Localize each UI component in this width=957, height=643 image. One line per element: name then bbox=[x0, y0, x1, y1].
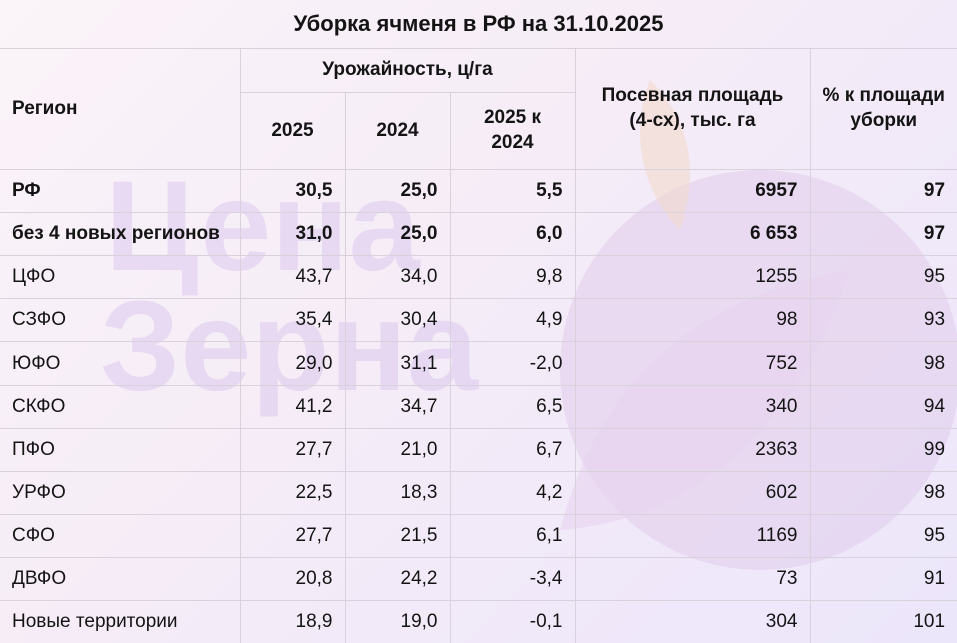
sown-area: 2363 bbox=[574, 427, 811, 472]
region-name: ДВФО bbox=[0, 556, 241, 601]
region-name: СКФО bbox=[0, 384, 241, 429]
region-name: РФ bbox=[0, 169, 241, 214]
table-row-excl-new-regions: без 4 новых регионов 31,0 25,0 6,0 6 653… bbox=[0, 212, 957, 257]
harvest-pct: 99 bbox=[809, 427, 957, 472]
header-year-2024: 2024 bbox=[344, 92, 451, 171]
sown-area: 73 bbox=[574, 556, 811, 601]
header-diff: 2025 к 2024 bbox=[449, 92, 575, 171]
table-row: Новые территории 18,9 19,0 -0,1 304 101 bbox=[0, 599, 957, 643]
sown-area: 98 bbox=[574, 298, 811, 343]
region-name: без 4 новых регионов bbox=[0, 212, 241, 257]
table-row: ЦФО 43,7 34,0 9,8 1255 95 bbox=[0, 255, 957, 300]
yield-diff: 5,5 bbox=[449, 169, 576, 214]
yield-2025: 27,7 bbox=[239, 427, 346, 472]
yield-2024: 21,5 bbox=[344, 513, 451, 558]
title-row: Уборка ячменя в РФ на 31.10.2025 bbox=[0, 0, 957, 50]
harvest-pct: 91 bbox=[809, 556, 957, 601]
yield-2025: 30,5 bbox=[239, 169, 346, 214]
region-name: СЗФО bbox=[0, 298, 241, 343]
table-row: ЮФО 29,0 31,1 -2,0 752 98 bbox=[0, 341, 957, 386]
yield-2024: 25,0 bbox=[344, 212, 451, 257]
page-title: Уборка ячменя в РФ на 31.10.2025 bbox=[0, 0, 957, 50]
yield-diff: 6,5 bbox=[449, 384, 576, 429]
yield-2024: 25,0 bbox=[344, 169, 451, 214]
header-pct-line1: % к площади bbox=[822, 85, 945, 107]
yield-2025: 31,0 bbox=[239, 212, 346, 257]
yield-2024: 18,3 bbox=[344, 470, 451, 515]
harvest-pct: 101 bbox=[809, 599, 957, 643]
yield-diff: -0,1 bbox=[449, 599, 576, 643]
header-sown-area-line1: Посевная площадь bbox=[601, 85, 784, 107]
sown-area: 602 bbox=[574, 470, 811, 515]
harvest-pct: 95 bbox=[809, 513, 957, 558]
sown-area: 1255 bbox=[574, 255, 811, 300]
harvest-pct: 97 bbox=[809, 212, 957, 257]
sown-area: 1169 bbox=[574, 513, 811, 558]
yield-diff: 4,9 bbox=[449, 298, 576, 343]
yield-diff: -3,4 bbox=[449, 556, 576, 601]
table-row: СЗФО 35,4 30,4 4,9 98 93 bbox=[0, 298, 957, 343]
table-row: ПФО 27,7 21,0 6,7 2363 99 bbox=[0, 427, 957, 472]
yield-2024: 31,1 bbox=[344, 341, 451, 386]
yield-diff: 6,7 bbox=[449, 427, 576, 472]
table-row: УРФО 22,5 18,3 4,2 602 98 bbox=[0, 470, 957, 515]
yield-2025: 20,8 bbox=[239, 556, 346, 601]
table-row: СКФО 41,2 34,7 6,5 340 94 bbox=[0, 384, 957, 429]
yield-diff: 6,1 bbox=[449, 513, 576, 558]
yield-2025: 29,0 bbox=[239, 341, 346, 386]
header-region: Регион bbox=[0, 48, 241, 171]
header-row-1: Регион Урожайность, ц/га Посевная площад… bbox=[0, 48, 957, 171]
yield-diff: 6,0 bbox=[449, 212, 576, 257]
header-sown-area-line2: (4-сх), тыс. га bbox=[629, 110, 756, 132]
header-diff-line2: 2024 bbox=[491, 132, 534, 154]
harvest-pct: 98 bbox=[809, 470, 957, 515]
sown-area: 6 653 bbox=[574, 212, 811, 257]
yield-2025: 43,7 bbox=[239, 255, 346, 300]
yield-diff: 9,8 bbox=[449, 255, 576, 300]
header-sown-area: Посевная площадь (4-сх), тыс. га bbox=[574, 48, 811, 171]
header-row-2: 2025 2024 2025 к 2024 bbox=[0, 92, 957, 171]
yield-2025: 22,5 bbox=[239, 470, 346, 515]
table-row-rf: РФ 30,5 25,0 5,5 6957 97 bbox=[0, 169, 957, 214]
header-pct-line2: уборки bbox=[850, 110, 918, 132]
yield-2025: 41,2 bbox=[239, 384, 346, 429]
region-name: УРФО bbox=[0, 470, 241, 515]
harvest-pct: 93 bbox=[809, 298, 957, 343]
yield-2024: 34,0 bbox=[344, 255, 451, 300]
harvest-pct: 98 bbox=[809, 341, 957, 386]
header-yield-group: Урожайность, ц/га bbox=[239, 48, 576, 94]
yield-2024: 19,0 bbox=[344, 599, 451, 643]
yield-diff: -2,0 bbox=[449, 341, 576, 386]
region-name: ЮФО bbox=[0, 341, 241, 386]
header-diff-line1: 2025 к bbox=[483, 107, 542, 129]
header-year-2025: 2025 bbox=[240, 92, 346, 171]
region-name: ПФО bbox=[0, 427, 241, 472]
harvest-pct: 94 bbox=[809, 384, 957, 429]
region-name: Новые территории bbox=[0, 599, 241, 643]
region-name: ЦФО bbox=[0, 255, 241, 300]
yield-2025: 35,4 bbox=[239, 298, 346, 343]
yield-2024: 24,2 bbox=[344, 556, 451, 601]
harvest-pct: 97 bbox=[809, 169, 957, 214]
yield-2024: 30,4 bbox=[344, 298, 451, 343]
yield-2024: 34,7 bbox=[344, 384, 451, 429]
yield-2025: 18,9 bbox=[239, 599, 346, 643]
sown-area: 304 bbox=[574, 599, 811, 643]
yield-2024: 21,0 bbox=[344, 427, 451, 472]
sown-area: 752 bbox=[574, 341, 811, 386]
region-name: СФО bbox=[0, 513, 241, 558]
sown-area: 6957 bbox=[574, 169, 811, 214]
header-pct-harvest: % к площади уборки bbox=[809, 48, 957, 171]
table-row: СФО 27,7 21,5 6,1 1169 95 bbox=[0, 513, 957, 558]
yield-2025: 27,7 bbox=[239, 513, 346, 558]
sown-area: 340 bbox=[574, 384, 811, 429]
yield-diff: 4,2 bbox=[449, 470, 576, 515]
table-row: ДВФО 20,8 24,2 -3,4 73 91 bbox=[0, 556, 957, 601]
harvest-pct: 95 bbox=[809, 255, 957, 300]
